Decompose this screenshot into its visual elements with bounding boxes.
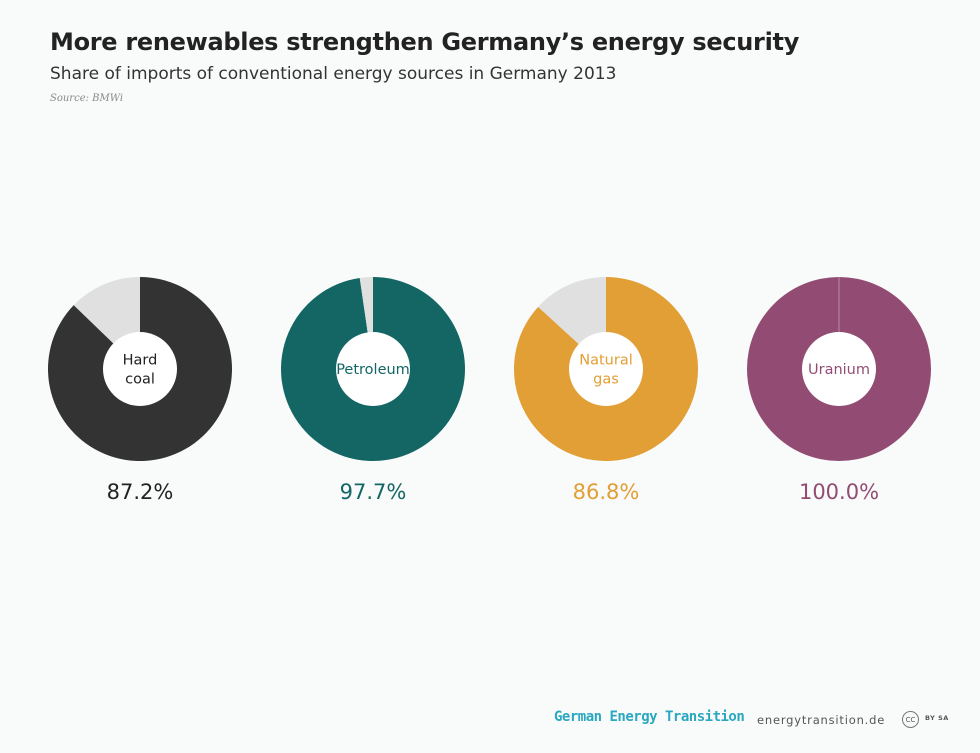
source-note: Source: BMWi bbox=[50, 93, 124, 104]
brand-logo: German Energy Transition bbox=[554, 709, 745, 725]
donut-hole-hard-coal bbox=[103, 332, 177, 406]
category-label-uranium: Uranium bbox=[808, 362, 870, 378]
chart-subtitle: Share of imports of conventional energy … bbox=[50, 64, 617, 84]
donut-petroleum: Petroleum 97.7% bbox=[281, 277, 466, 504]
donut-uranium: Uranium 100.0% bbox=[747, 277, 931, 504]
cc-license-terms: BY SA bbox=[925, 714, 949, 722]
category-label-natural-gas: Natural gas bbox=[579, 353, 632, 388]
cc-license-icon: CC bbox=[902, 711, 919, 728]
value-label-uranium: 100.0% bbox=[799, 480, 879, 504]
category-label-petroleum: Petroleum bbox=[336, 362, 410, 378]
category-label-hard-coal: Hard coal bbox=[123, 353, 158, 388]
donut-natural-gas: Natural gas 86.8% bbox=[514, 277, 699, 504]
footer-url[interactable]: energytransition.de bbox=[757, 713, 886, 727]
donut-hard-coal: Hard coal 87.2% bbox=[48, 277, 233, 504]
donut-hole-petroleum bbox=[336, 332, 410, 406]
chart-title: More renewables strengthen Germany’s ene… bbox=[50, 28, 800, 56]
donut-hole-uranium bbox=[802, 332, 876, 406]
value-label-hard-coal: 87.2% bbox=[107, 480, 174, 504]
donut-hole-natural-gas bbox=[569, 332, 643, 406]
value-label-petroleum: 97.7% bbox=[340, 480, 407, 504]
value-label-natural-gas: 86.8% bbox=[573, 480, 640, 504]
